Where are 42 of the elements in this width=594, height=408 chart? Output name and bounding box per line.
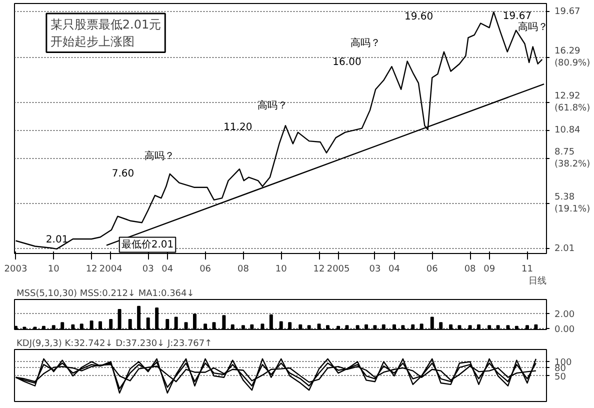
x-tick-label: 09 [484, 264, 496, 274]
annotation: 2.01 [46, 234, 68, 246]
x-tick-label: 06 [426, 264, 438, 274]
y-tick-label: 2.00 [554, 310, 575, 320]
x-tick-label: 2003 [4, 264, 28, 274]
y-tick-label: 50 [554, 372, 566, 382]
annotation: 11.20 [224, 122, 252, 133]
x-tick-label: 03 [142, 264, 154, 274]
x-tick-label: 2005 [326, 264, 350, 274]
annotation: 19.60 [404, 11, 434, 22]
annotation: 高吗？ [518, 20, 548, 33]
y-tick-label: 12.92 (61.8%) [554, 92, 590, 114]
annotation: 高吗？ [258, 100, 288, 112]
y-tick-label: 10.84 [554, 125, 581, 136]
x-tick-label: 11 [522, 264, 533, 274]
annotation: 高吗？ [144, 150, 175, 162]
chart-title: MSS(5,10,30) MSS:0.212↓ MA1:0.364↓ [16, 289, 194, 299]
x-tick-label: 03 [369, 264, 381, 274]
y-tick-label: 5.38 (19.1%) [554, 192, 590, 215]
y-tick-label: 16.29 (80.9%) [554, 46, 590, 68]
x-tick-label: 12 [86, 264, 98, 274]
x-tick-label: 08 [464, 264, 476, 274]
y-tick-label: 19.67 [554, 6, 580, 17]
x-tick-label: 10 [48, 264, 60, 274]
annotation: 7.60 [112, 168, 134, 180]
x-tick-label: 04 [388, 264, 400, 274]
annotation: 16.00 [332, 57, 362, 68]
annotation: 最低价2.01 [121, 238, 174, 250]
x-tick-label: 12 [313, 264, 325, 274]
y-tick-label: 0.00 [554, 325, 575, 336]
text: 某只股票最低2.01元开始起步上涨图 [50, 18, 162, 48]
x-tick-label: 04 [162, 264, 174, 274]
x-tick-label: 06 [200, 264, 212, 274]
y-tick-label: 8.75 (38.2%) [554, 147, 590, 170]
text: 日线 [528, 276, 546, 286]
x-tick-label: 2004 [99, 264, 123, 274]
x-tick-label: 08 [237, 264, 250, 274]
y-tick-label: 2.01 [554, 244, 575, 254]
chart-title: KDJ(9,3,3) K:32.742↓ D:37.230↓ J:23.767↑ [16, 339, 212, 349]
x-tick-label: 10 [275, 264, 288, 274]
annotation: 高吗？ [350, 37, 381, 49]
annotation: 19.67 [502, 10, 532, 22]
